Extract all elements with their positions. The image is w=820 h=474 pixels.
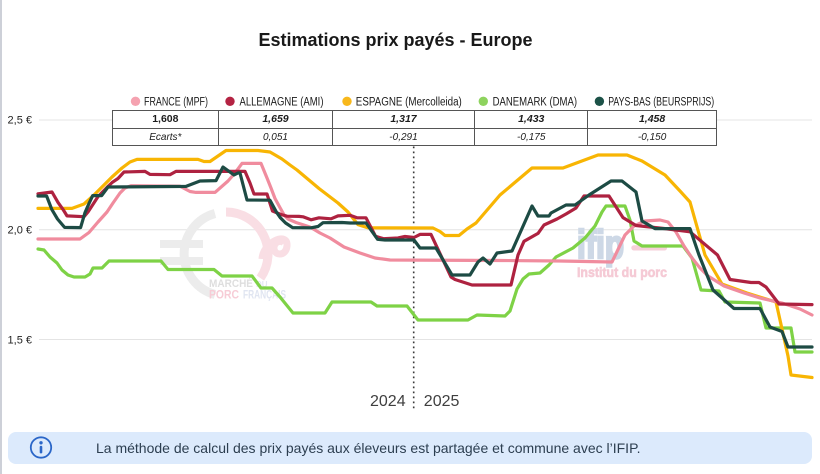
svg-text:1,5 €: 1,5 €	[8, 334, 32, 346]
svg-text:ESPAGNE (Mercolleida): ESPAGNE (Mercolleida)	[356, 96, 462, 108]
svg-text:MARCHÉDU: MARCHÉDU	[209, 277, 268, 290]
svg-text:2025: 2025	[424, 393, 460, 410]
svg-text:PAYS-BAS (BEURSPRIJS): PAYS-BAS (BEURSPRIJS)	[608, 96, 714, 108]
svg-text:2,5 €: 2,5 €	[8, 115, 32, 127]
svg-text:Institut du porc: Institut du porc	[577, 265, 667, 280]
svg-text:2024: 2024	[370, 393, 406, 410]
svg-text:FRANCE (MPF): FRANCE (MPF)	[144, 96, 208, 108]
svg-text:DANEMARK (DMA): DANEMARK (DMA)	[493, 96, 578, 108]
svg-text:2,0 €: 2,0 €	[8, 225, 32, 237]
svg-text:ALLEMAGNE (AMI): ALLEMAGNE (AMI)	[240, 96, 324, 108]
